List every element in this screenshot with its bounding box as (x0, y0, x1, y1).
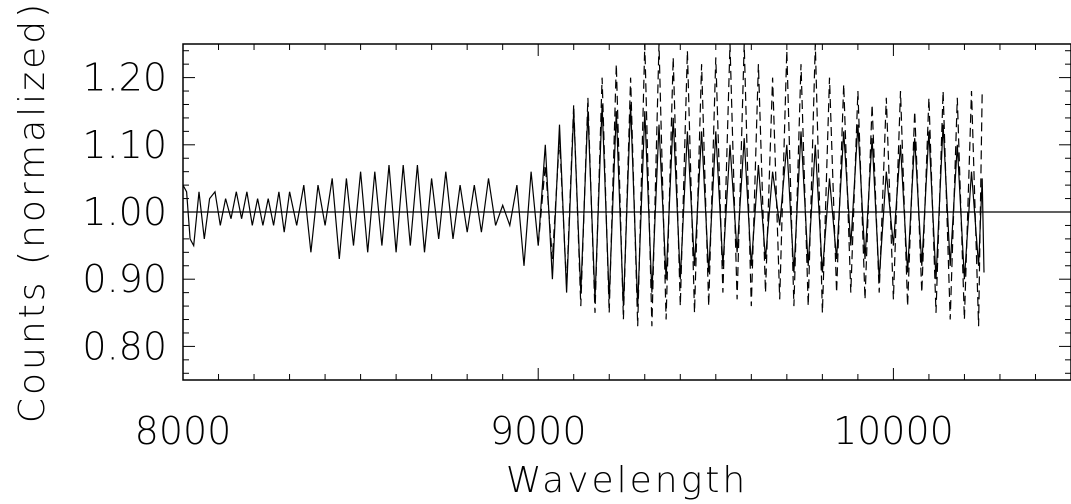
y-axis-ticks (183, 50, 1071, 374)
x-tick-label: 10000 (833, 409, 954, 453)
x-axis-title: Wavelength (506, 460, 748, 501)
y-tick-label: 0.80 (82, 324, 167, 368)
x-tick-label: 8000 (135, 409, 232, 453)
series-group (183, 44, 985, 327)
x-tick-labels: 8000 9000 10000 (135, 409, 954, 453)
x-tick-label: 9000 (490, 409, 587, 453)
y-tick-label: 0.90 (82, 257, 167, 301)
y-tick-labels: 0.80 0.90 1.00 1.10 1.20 (82, 56, 167, 369)
x-axis-ticks (182, 44, 1071, 380)
y-tick-label: 1.20 (82, 56, 167, 100)
y-axis-title: Counts (normalized) (12, 1, 53, 423)
y-tick-label: 1.00 (82, 190, 167, 234)
y-tick-label: 1.10 (82, 123, 167, 167)
solid-series-line (183, 104, 985, 307)
